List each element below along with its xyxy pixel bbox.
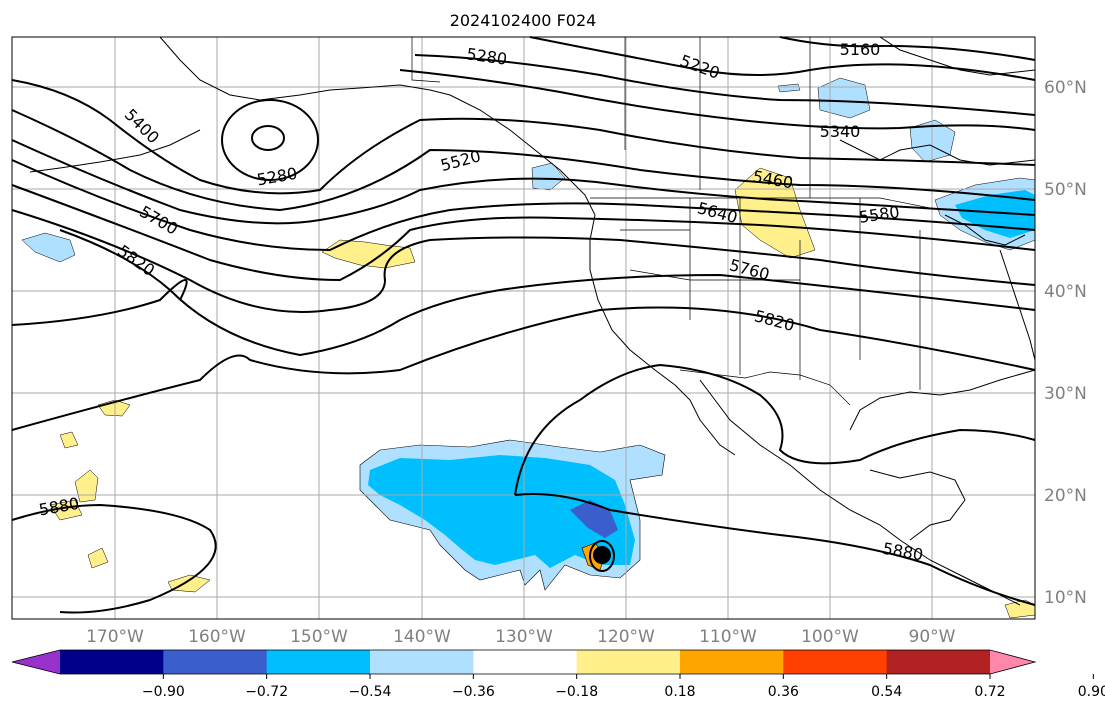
lon-label: 150°W	[290, 627, 348, 647]
great-lakes	[944, 214, 1026, 246]
colorbar-tick-label: 0.72	[974, 684, 1005, 700]
alaska-panhandle	[449, 94, 596, 216]
lon-label: 90°W	[909, 627, 956, 647]
colorbar-segment	[680, 650, 784, 674]
lat-label: 10°N	[1044, 588, 1087, 608]
anomaly-shading	[21, 77, 1036, 619]
map-title: 2024102400 F024	[450, 11, 597, 30]
contour-5880	[11, 363, 1036, 614]
colorbar-segment	[473, 650, 578, 674]
positive-anomaly-hawaii-6	[167, 574, 211, 593]
colorbar-segment	[163, 650, 268, 674]
us-east	[999, 249, 1036, 361]
positive-anomaly-hawaii-2	[59, 431, 79, 449]
negative-anomaly-greatlakes-core	[955, 190, 1035, 238]
colorbar-tick-label: 0.36	[768, 684, 799, 700]
contour-5520	[11, 139, 1036, 225]
contour-5220	[529, 36, 1036, 81]
contour-5640	[11, 184, 1036, 282]
contour-5160	[779, 36, 1036, 61]
lon-label: 100°W	[801, 627, 859, 647]
lon-label: 130°W	[495, 627, 553, 647]
colorbar-segment	[60, 650, 164, 674]
contour-5400	[11, 79, 1036, 195]
contour-5700	[11, 209, 1036, 313]
contour-label: 5340	[820, 122, 861, 141]
tropical-cyclone-center	[593, 546, 611, 564]
lon-label: 120°W	[597, 627, 655, 647]
latitude-labels: 60°N 50°N 40°N 30°N 20°N 10°N	[1044, 78, 1087, 608]
baja-california	[674, 384, 736, 456]
colorbar-extend-high	[990, 650, 1035, 674]
lon-label: 110°W	[699, 627, 757, 647]
positive-anomaly-hawaii-5	[87, 547, 109, 569]
lon-label: 140°W	[393, 627, 451, 647]
us-mexico-border	[679, 369, 851, 406]
alaska-canada-border	[411, 37, 441, 83]
closed-low-ring	[221, 99, 319, 181]
lon-label: 160°W	[188, 627, 246, 647]
colorbar-extend-low	[12, 650, 60, 674]
colorbar-segment	[266, 650, 371, 674]
lat-label: 20°N	[1044, 486, 1087, 506]
lon-label: 170°W	[86, 627, 144, 647]
yucatan	[869, 469, 966, 541]
lat-label: 60°N	[1044, 78, 1087, 98]
contour-label: 5160	[840, 40, 881, 59]
negative-anomaly-bc	[531, 162, 566, 191]
contour-5340	[399, 69, 1036, 131]
positive-anomaly-hawaii-3	[74, 469, 99, 503]
gulf-coast	[849, 369, 1036, 431]
colorbar-tick-label: 0.54	[871, 684, 902, 700]
contour-5580	[11, 159, 1036, 252]
alaska-coast	[159, 36, 451, 101]
mexico-pacific-coast	[699, 379, 1021, 606]
colorbar-tick-label: −0.72	[245, 684, 288, 700]
colorbar-tick-label: −0.36	[452, 684, 495, 700]
colorbar-outline	[11, 649, 1037, 675]
contour-5460	[11, 109, 1036, 212]
aleutians	[29, 129, 201, 173]
negative-anomaly-core	[368, 455, 635, 568]
colorbar-tick-label: −0.18	[555, 684, 598, 700]
colorbar-segment	[576, 650, 681, 674]
contour-5280-north	[414, 54, 1036, 116]
colorbar: −0.90 −0.72 −0.54 −0.36 −0.18 0.18 0.36 0.54 0.7…	[11, 649, 1105, 700]
colorbar-segment	[370, 650, 474, 674]
negative-anomaly-small-1	[777, 83, 801, 93]
map-frame	[11, 36, 1036, 620]
colorbar-tick-label: 0.90	[1078, 684, 1105, 700]
longitude-labels: 170°W 160°W 150°W 140°W 130°W 120°W 110°…	[86, 627, 956, 647]
colorbar-tick-label: −0.90	[142, 684, 185, 700]
colorbar-tick-label: 0.18	[664, 684, 695, 700]
contour-5820	[11, 279, 1036, 431]
lat-label: 50°N	[1044, 180, 1087, 200]
colorbar-tick-label: −0.54	[349, 684, 392, 700]
height-contours	[11, 36, 1036, 614]
colorbar-segment	[783, 650, 888, 674]
closed-low-alaska	[251, 125, 285, 151]
positive-anomaly-hawaii-4	[49, 499, 83, 521]
lat-label: 40°N	[1044, 282, 1087, 302]
negative-anomaly-canada-1	[817, 77, 871, 119]
colorbar-segment	[886, 650, 991, 674]
contour-5760	[59, 229, 1036, 357]
tropical-cyclone-ring	[589, 540, 615, 572]
lat-label: 30°N	[1044, 384, 1087, 404]
negative-anomaly-nw	[21, 232, 76, 263]
